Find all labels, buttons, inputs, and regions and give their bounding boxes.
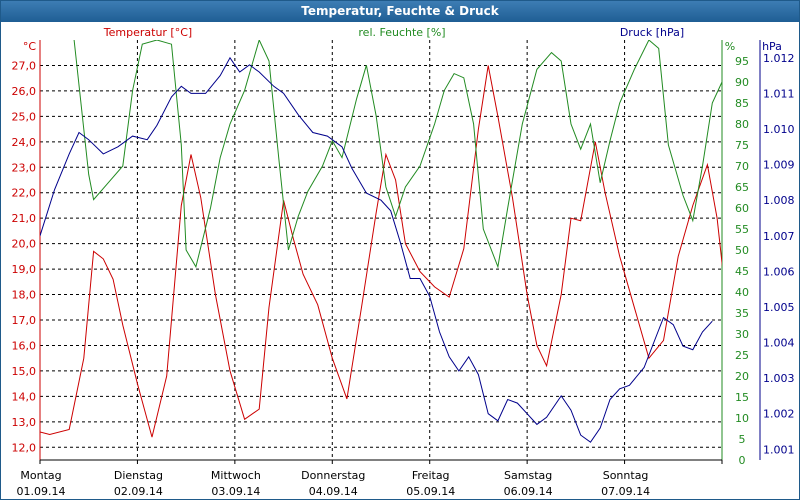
pressure-tick-label: 1.001	[763, 443, 795, 456]
pressure-tick-label: 1.007	[763, 230, 795, 243]
humidity-tick-label: 75	[735, 139, 749, 152]
plot-frame	[39, 40, 761, 464]
humidity-tick-label: 45	[735, 265, 749, 278]
humidity-tick-label: 85	[735, 97, 749, 110]
pressure-tick-label: 1.005	[763, 301, 795, 314]
temperature-tick-label: 14,0	[12, 390, 37, 403]
x-date-label: 06.09.14	[504, 485, 553, 498]
temperature-tick-label: 16,0	[12, 339, 37, 352]
humidity-tick-label: 35	[735, 307, 749, 320]
x-day-label: Donnerstag	[301, 469, 365, 482]
pressure-unit-label: hPa	[762, 40, 782, 53]
humidity-tick-label: 80	[735, 118, 749, 131]
tick-labels: 12,0 13,0 14,0 15,0 16,0 17,0 18,0 19,0 20,0 21,0…	[12, 52, 795, 467]
pressure-tick-label: 1.004	[763, 337, 795, 350]
axis-headers: Temperatur [°C] rel. Feuchte [%] Druck [hP…	[23, 26, 782, 53]
temperature-tick-label: 26,0	[12, 85, 37, 98]
temperature-tick-label: 17,0	[12, 314, 37, 327]
temperature-tick-label: 19,0	[12, 263, 37, 276]
pressure-tick-label: 1.012	[763, 52, 795, 65]
humidity-tick-label: 20	[735, 370, 749, 383]
humidity-tick-label: 0	[739, 454, 746, 467]
x-date-label: 04.09.14	[309, 485, 358, 498]
humidity-tick-label: 65	[735, 181, 749, 194]
temperature-tick-label: 27,0	[12, 59, 37, 72]
series-line-temperature	[40, 65, 722, 438]
pressure-tick-label: 1.010	[763, 123, 795, 136]
x-date-label: 07.09.14	[601, 485, 650, 498]
temperature-tick-label: 23,0	[12, 161, 37, 174]
temperature-tick-label: 22,0	[12, 187, 37, 200]
x-day-label: Samstag	[504, 469, 552, 482]
temperature-tick-label: 24,0	[12, 136, 37, 149]
pressure-axis-title: Druck [hPa]	[620, 26, 684, 39]
x-day-label: Mittwoch	[211, 469, 261, 482]
x-day-label: Montag	[20, 469, 61, 482]
series-line-humidity	[73, 40, 722, 269]
humidity-tick-label: 5	[739, 433, 746, 446]
temperature-unit-label: °C	[23, 40, 37, 53]
humidity-tick-label: 90	[735, 76, 749, 89]
humidity-tick-label: 10	[735, 412, 749, 425]
x-date-label: 01.09.14	[17, 485, 66, 498]
temperature-tick-label: 12,0	[12, 441, 37, 454]
pressure-tick-label: 1.003	[763, 372, 795, 385]
humidity-tick-label: 30	[735, 328, 749, 341]
temperature-tick-label: 13,0	[12, 416, 37, 429]
pressure-tick-label: 1.002	[763, 408, 795, 421]
x-date-label: 05.09.14	[406, 485, 455, 498]
humidity-tick-label: 70	[735, 160, 749, 173]
x-day-label: Dienstag	[114, 469, 163, 482]
x-axis-labels: Montag 01.09.14 Dienstag 02.09.14 Mittwoch 03…	[17, 469, 651, 498]
humidity-tick-label: 60	[735, 202, 749, 215]
humidity-tick-label: 95	[735, 55, 749, 68]
pressure-tick-label: 1.008	[763, 194, 795, 207]
pressure-tick-label: 1.011	[763, 87, 795, 100]
pressure-tick-label: 1.006	[763, 265, 795, 278]
series-line-pressure	[40, 56, 713, 443]
humidity-unit-label: %	[725, 40, 735, 53]
chart-title: Temperatur, Feuchte & Druck	[1, 1, 799, 22]
pressure-tick-label: 1.009	[763, 159, 795, 172]
x-day-label: Freitag	[412, 469, 450, 482]
humidity-tick-label: 55	[735, 223, 749, 236]
humidity-tick-label: 25	[735, 349, 749, 362]
humidity-tick-label: 50	[735, 244, 749, 257]
temperature-tick-label: 25,0	[12, 110, 37, 123]
temperature-tick-label: 21,0	[12, 212, 37, 225]
temperature-tick-label: 18,0	[12, 289, 37, 302]
grid	[40, 40, 722, 460]
x-day-label: Sonntag	[603, 469, 649, 482]
humidity-axis-title: rel. Feuchte [%]	[358, 26, 445, 39]
temperature-axis-title: Temperatur [°C]	[103, 26, 192, 39]
x-date-label: 02.09.14	[114, 485, 163, 498]
humidity-tick-label: 40	[735, 286, 749, 299]
series-group	[40, 40, 722, 443]
x-date-label: 03.09.14	[211, 485, 260, 498]
temperature-tick-label: 15,0	[12, 365, 37, 378]
humidity-tick-label: 15	[735, 391, 749, 404]
temperature-tick-label: 20,0	[12, 238, 37, 251]
